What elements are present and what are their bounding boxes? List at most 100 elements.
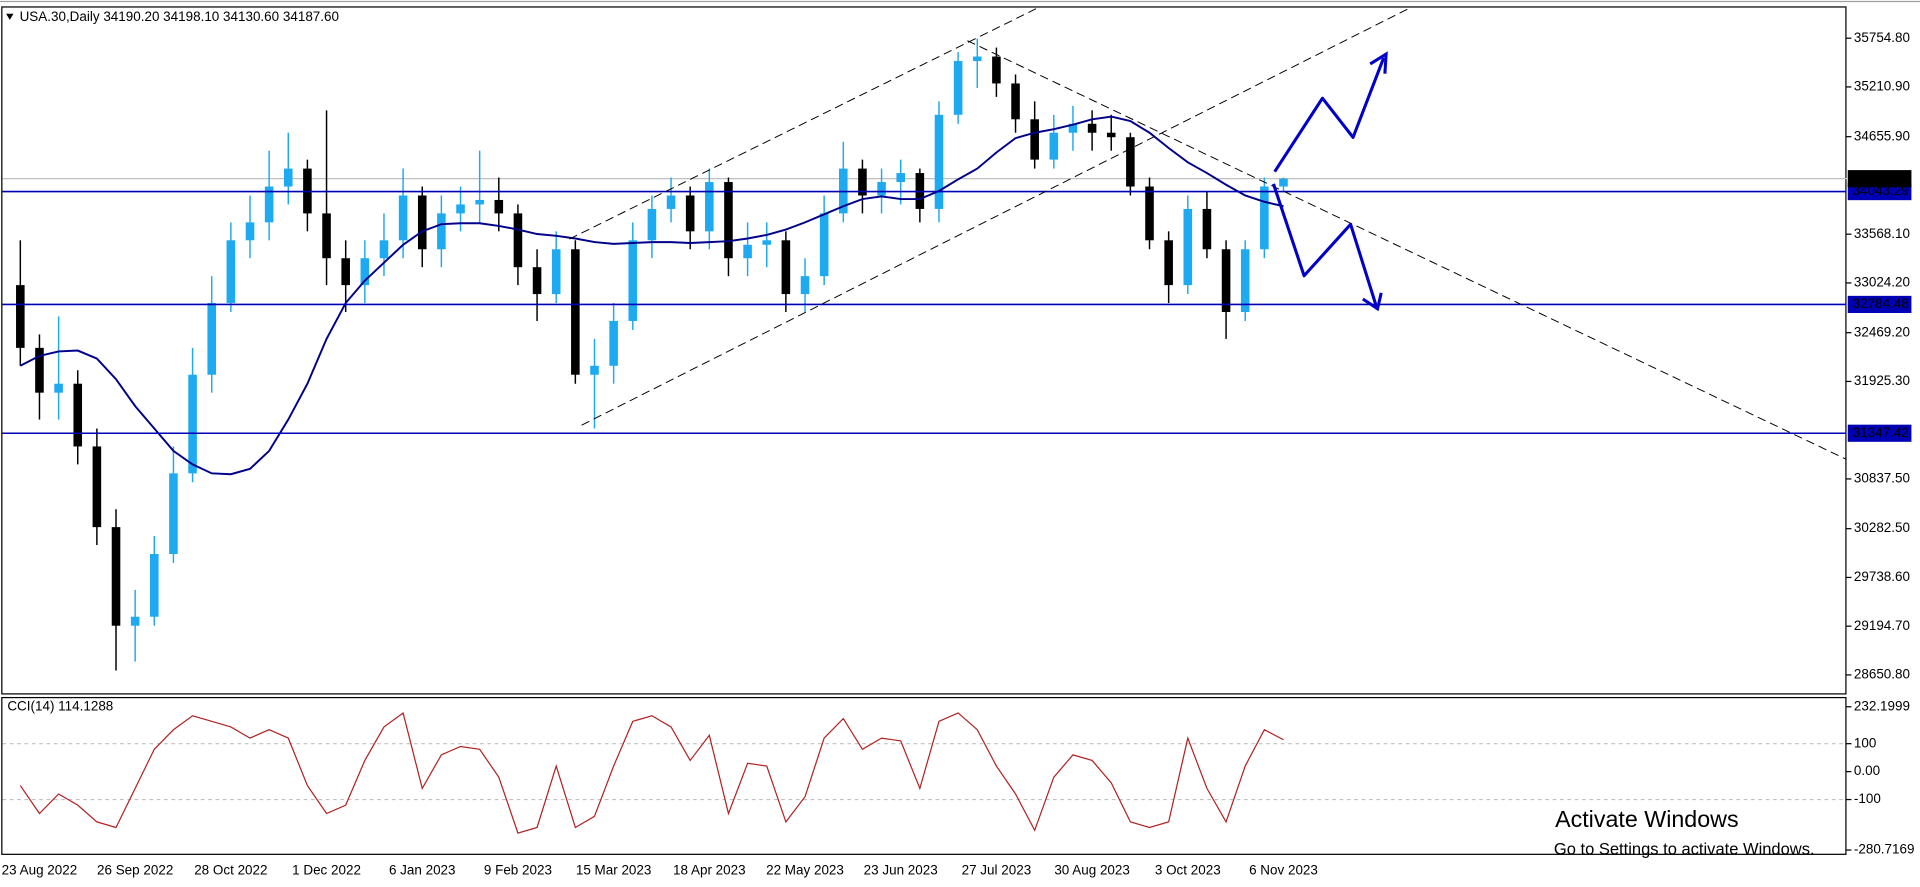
bullish-arrow <box>1273 57 1386 173</box>
candle-body <box>92 446 102 528</box>
x-tick-label: 28 Oct 2022 <box>194 862 267 877</box>
candle-body <box>800 276 810 295</box>
y-tick-label: 35754.80 <box>1854 30 1910 45</box>
candle-body <box>1145 186 1154 241</box>
moving-average <box>19 115 1284 476</box>
level-label-box <box>1847 295 1912 314</box>
level-label-box <box>1847 183 1912 201</box>
watermark-subtitle: Go to Settings to activate Windows. <box>1554 839 1815 858</box>
candle-body <box>762 240 772 245</box>
candle-body <box>972 56 982 62</box>
y-tick-label: -100 <box>1854 791 1881 806</box>
candle-body <box>188 374 197 474</box>
last-price-label: 34187.60 <box>1853 170 1909 185</box>
candle-body <box>819 213 829 277</box>
candle-body <box>647 208 657 241</box>
x-tick-label: 1 Dec 2022 <box>292 862 361 877</box>
drawings <box>569 7 1847 460</box>
arrowhead <box>1362 292 1383 312</box>
plot-layer: 35754.80 35210.90 34655.90 33568.10 33024.20… <box>2 30 1915 878</box>
x-tick-label: 9 Feb 2023 <box>484 862 552 877</box>
channel-upper <box>569 7 1039 240</box>
candle-body <box>628 240 638 321</box>
candle-body <box>456 204 465 214</box>
menu-triangle[interactable] <box>6 13 14 20</box>
candle-body <box>398 195 408 241</box>
level-label: 31347.42 <box>1853 425 1909 440</box>
candle-body <box>1202 208 1212 250</box>
candle-body <box>705 182 714 232</box>
y-tick-label: 30837.50 <box>1854 471 1910 486</box>
candle-body <box>1240 249 1250 313</box>
candle-body <box>54 383 63 393</box>
candle-body <box>724 182 733 259</box>
candle-body <box>609 320 618 366</box>
candle-body <box>111 527 121 626</box>
candle-body <box>1164 240 1173 286</box>
bearish-arrow <box>1272 183 1378 307</box>
candle-body <box>73 383 83 447</box>
y-tick-label: 28650.80 <box>1854 667 1910 682</box>
x-tick-label: 6 Nov 2023 <box>1249 862 1318 877</box>
y-tick-label: 35210.90 <box>1854 79 1910 94</box>
candle-body <box>437 213 446 250</box>
y-tick-label: 232.1999 <box>1854 698 1910 713</box>
x-tick-label: 3 Oct 2023 <box>1155 862 1221 877</box>
candle-body <box>360 258 370 286</box>
candle-body <box>532 267 542 295</box>
candle-body <box>283 168 293 187</box>
candle-body <box>341 258 350 286</box>
y-tick-label: 33568.10 <box>1854 226 1910 241</box>
candle-body <box>513 213 523 268</box>
candle-body <box>226 240 236 304</box>
x-tick-label: 23 Aug 2022 <box>2 862 78 877</box>
candle-body <box>1183 208 1193 286</box>
candle-body <box>1126 137 1135 187</box>
candle-body <box>1049 132 1059 160</box>
candle-body <box>379 240 389 259</box>
candle-body <box>16 285 25 348</box>
candle-body <box>264 186 274 223</box>
y-tick-label: 31925.30 <box>1854 373 1910 388</box>
candle-body <box>494 199 504 214</box>
watermark-title: Activate Windows <box>1555 806 1738 832</box>
candle-body <box>666 195 676 209</box>
candle-body <box>590 365 599 375</box>
indicator-title: CCI(14) 114.1288 <box>7 698 113 713</box>
candle-body <box>417 195 427 250</box>
candle-body <box>322 213 331 259</box>
cci-panel-frame <box>1 696 1847 855</box>
candle-body <box>685 195 695 232</box>
candle-body <box>475 199 484 205</box>
x-tick-label: 15 Mar 2023 <box>576 862 652 877</box>
candle-body <box>245 222 255 241</box>
y-tick-label: 29194.70 <box>1854 618 1910 633</box>
x-tick-label: 6 Jan 2023 <box>389 862 456 877</box>
chart-title: USA.30,Daily 34190.20 34198.10 34130.60 … <box>20 9 339 24</box>
cci-line <box>19 711 1284 834</box>
x-tick-label: 27 Jul 2023 <box>962 862 1032 877</box>
candle-body <box>1087 123 1097 133</box>
y-tick-label: -280.7169 <box>1854 842 1915 857</box>
candle-body <box>130 616 140 626</box>
candle-body <box>877 182 886 196</box>
x-tick-label: 18 Apr 2023 <box>673 862 746 877</box>
candle-body <box>1011 83 1020 120</box>
candle-body <box>1106 132 1116 138</box>
candle-body <box>896 173 905 183</box>
candle-body <box>1260 186 1269 250</box>
x-tick-label: 23 Jun 2023 <box>864 862 938 877</box>
price-panel-frame <box>1 6 1847 695</box>
y-tick-label: 34655.90 <box>1854 128 1910 143</box>
candle-body <box>571 249 580 375</box>
candle-body <box>934 114 944 209</box>
channel-lower <box>581 7 1411 426</box>
candle-body <box>1030 119 1039 160</box>
candle-body <box>207 303 216 375</box>
candle-body <box>35 347 44 393</box>
candle-body <box>169 473 178 555</box>
arrowhead <box>1369 51 1388 74</box>
